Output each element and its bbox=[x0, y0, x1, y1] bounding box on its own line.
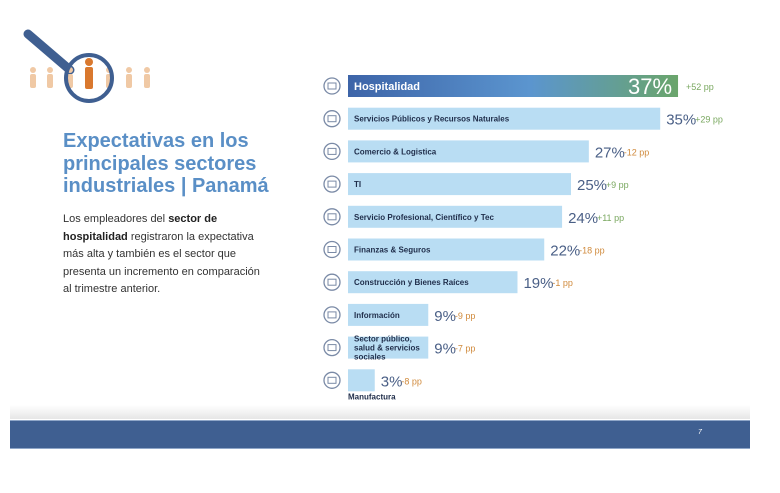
microscope-icon bbox=[323, 208, 341, 226]
bar-change-label: +52 pp bbox=[686, 82, 714, 92]
laptop-icon bbox=[323, 175, 341, 193]
bar bbox=[348, 107, 661, 130]
bar bbox=[348, 369, 375, 392]
footer-bar: 7 bbox=[10, 420, 750, 449]
bar-change-label: -8 pp bbox=[401, 376, 422, 386]
bar-value-label: 22% bbox=[550, 243, 580, 260]
bar-row: Finanzas & Seguros 22%-18 pp bbox=[323, 238, 605, 261]
bar-change-label: -1 pp bbox=[552, 278, 573, 288]
bar bbox=[348, 140, 589, 163]
bar-row: Sector público, salud & servicios sociales… bbox=[323, 335, 476, 362]
shield-cross-icon bbox=[323, 338, 341, 357]
slide-description: Los empleadores del sector de hospitalid… bbox=[63, 211, 263, 299]
laptop-info-icon bbox=[323, 306, 341, 324]
bar-row: Construcción y Bienes Raíces 19%-1 pp bbox=[323, 271, 573, 294]
bar-change-label: -18 pp bbox=[579, 246, 605, 256]
bar-row: Comercio & Logistica 27%-12 pp bbox=[323, 140, 650, 163]
bar-category-label: Finanzas & Seguros bbox=[354, 246, 431, 255]
footer-shadow bbox=[10, 405, 750, 419]
bar bbox=[348, 75, 679, 97]
bar-change-label: -12 pp bbox=[624, 147, 650, 157]
bar-value-label: 9% bbox=[434, 341, 456, 358]
bar-category-label: Servicios Públicos y Recursos Naturales bbox=[354, 115, 510, 124]
bar-row: Hospitalidad 37% +52 pp bbox=[323, 74, 714, 99]
finance-building-icon bbox=[323, 240, 341, 259]
bar-row: Manufactura 3%-8 pp bbox=[323, 369, 422, 401]
bar-value-label: 25% bbox=[577, 177, 607, 194]
hard-hat-icon bbox=[323, 273, 341, 291]
bar-change-label: +11 pp bbox=[597, 213, 624, 223]
bar-row: TI 25%+9 pp bbox=[323, 173, 629, 196]
factory-icon bbox=[323, 371, 341, 389]
bar-category-label: Servicio Profesional, Científico y Tec bbox=[354, 213, 494, 222]
bar bbox=[348, 336, 429, 359]
bar-category-label: Hospitalidad bbox=[354, 81, 420, 93]
utilities-icon bbox=[323, 110, 341, 128]
bar-row: Información 9%-9 pp bbox=[323, 303, 476, 326]
bar-value-label: 19% bbox=[523, 275, 553, 292]
bar-category-label: TI bbox=[354, 180, 361, 189]
bar-value-label: 27% bbox=[595, 144, 625, 161]
bar-change-label: +9 pp bbox=[606, 180, 629, 190]
bar-category-label: Manufactura bbox=[348, 392, 396, 401]
body-text-end: registraron la expectativa más alta y ta… bbox=[63, 230, 260, 296]
body-text-start: Los empleadores del bbox=[63, 213, 169, 225]
bar-category-label: Construcción y Bienes Raíces bbox=[354, 278, 469, 287]
service-bell-icon bbox=[323, 77, 341, 95]
bar-value-label: 9% bbox=[434, 308, 456, 325]
sector-bar-chart: Hospitalidad 37% +52 pp Servicios Públicos … bbox=[323, 74, 723, 401]
bar bbox=[348, 238, 545, 261]
bar-category-label: Información bbox=[354, 311, 400, 320]
bar bbox=[348, 303, 429, 326]
body-text-bold: sector de hospitalidad bbox=[63, 213, 218, 243]
bar bbox=[348, 173, 571, 196]
bar-value-label: 3% bbox=[381, 373, 403, 390]
slide-title: Expectativas en los principales sectores… bbox=[63, 130, 269, 197]
bar-change-label: -7 pp bbox=[455, 344, 476, 354]
bar-value-label: 35% bbox=[666, 112, 696, 129]
bar bbox=[348, 271, 518, 294]
page-number: 7 bbox=[698, 429, 702, 436]
bar bbox=[348, 205, 563, 228]
bar-row: Servicios Públicos y Recursos Naturales 3… bbox=[323, 107, 723, 130]
magnifier-people-logo bbox=[23, 29, 150, 103]
bar-change-label: +29 pp bbox=[695, 115, 723, 125]
bar-change-label: -9 pp bbox=[455, 311, 476, 321]
bar-category-label: Sector público, salud & servicios sociales bbox=[354, 335, 420, 362]
bar-value-label: 24% bbox=[568, 210, 598, 227]
bar-row: Servicio Profesional, Científico y Tec 24… bbox=[323, 205, 624, 228]
bar-value-label: 37% bbox=[628, 74, 672, 99]
delivery-truck-icon bbox=[323, 142, 341, 161]
bar-category-label: Comercio & Logistica bbox=[354, 147, 437, 156]
